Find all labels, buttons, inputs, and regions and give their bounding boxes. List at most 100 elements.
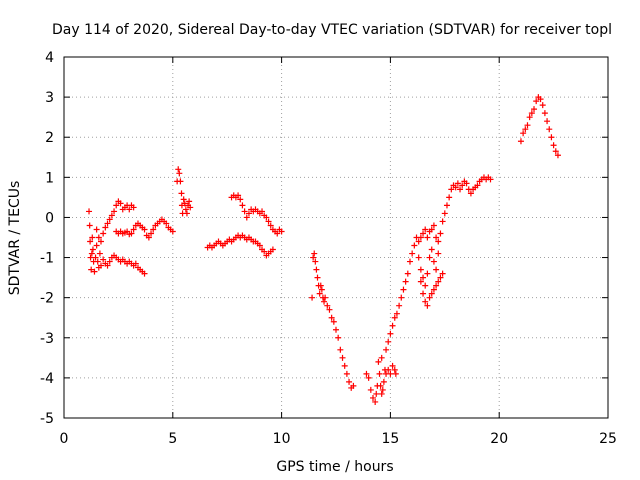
data-point-marker (111, 208, 118, 215)
data-point-marker (487, 176, 494, 183)
x-tick-label: 20 (490, 431, 508, 447)
data-point-marker (552, 148, 559, 155)
data-point-marker (385, 366, 392, 373)
data-point-marker (237, 196, 244, 203)
data-point-marker (417, 234, 424, 241)
data-point-marker (113, 202, 120, 209)
data-point-marker (387, 370, 394, 377)
data-point-marker (318, 286, 325, 293)
data-point-marker (91, 268, 98, 275)
data-point-marker (145, 234, 152, 241)
data-point-marker (108, 212, 115, 219)
y-axis-label: SDTVAR / TECUs (7, 181, 23, 296)
data-point-marker (409, 250, 416, 257)
data-point-marker (261, 248, 268, 255)
data-point-marker (316, 290, 323, 297)
data-point-marker (430, 222, 437, 229)
data-point-marker (396, 302, 403, 309)
data-point-marker (86, 208, 93, 215)
data-point-marker (417, 266, 424, 273)
data-point-marker (369, 394, 376, 401)
data-point-marker (324, 302, 331, 309)
data-point-marker (372, 398, 379, 405)
data-point-marker (437, 274, 444, 281)
data-point-marker (437, 230, 444, 237)
data-point-marker (375, 358, 382, 365)
data-point-marker (259, 208, 266, 215)
data-point-marker (463, 180, 470, 187)
data-point-marker (330, 318, 337, 325)
data-point-marker (430, 258, 437, 265)
data-point-marker (544, 118, 551, 125)
x-tick-label: 10 (273, 431, 291, 447)
data-point-marker (314, 274, 321, 281)
data-point-marker (378, 390, 385, 397)
data-point-marker (333, 326, 339, 333)
data-point-marker (428, 290, 435, 297)
data-point-marker (106, 216, 113, 223)
x-tick-label: 0 (60, 431, 69, 447)
data-point-marker (321, 298, 328, 305)
data-point-marker (89, 234, 96, 241)
data-point-marker (435, 250, 442, 257)
data-point-marker (104, 220, 111, 227)
data-point-marker (176, 170, 183, 177)
data-point-marker (439, 270, 446, 277)
data-point-marker (420, 290, 427, 297)
data-point-marker (400, 286, 407, 293)
data-point-marker (433, 234, 440, 241)
data-point-marker (376, 370, 383, 377)
data-point-marker (443, 202, 450, 209)
data-point-marker (467, 190, 474, 197)
y-tick-label: 1 (45, 170, 54, 186)
data-point-marker (378, 354, 385, 361)
y-tick-label: -3 (40, 331, 54, 347)
data-point-marker (415, 254, 422, 261)
data-point-marker (422, 226, 429, 233)
data-point-marker (415, 238, 422, 245)
data-point-marker (433, 266, 440, 273)
data-point-marker (97, 238, 104, 245)
data-point-marker (533, 98, 540, 105)
data-point-marker (239, 202, 246, 209)
data-point-marker (424, 234, 431, 241)
y-tick-label: -1 (40, 251, 54, 267)
data-point-marker (411, 242, 418, 249)
data-point-marker (380, 378, 387, 385)
data-point-marker (241, 208, 248, 215)
data-point-marker (312, 258, 319, 265)
axis-ticks: 0 5 10 15 20 25 -5 -4 -3 -2 -1 0 1 2 3 4 (40, 50, 617, 447)
grid-lines (64, 57, 608, 418)
data-point-marker (177, 178, 184, 185)
data-point-marker (186, 198, 193, 205)
data-point-marker (426, 254, 433, 261)
data-point-marker (130, 226, 137, 233)
data-point-marker (346, 378, 353, 385)
data-point-marker (310, 254, 317, 261)
data-point-marker (311, 250, 318, 257)
data-point-marker (406, 258, 413, 265)
data-point-marker (317, 282, 324, 289)
data-point-marker (367, 386, 374, 393)
data-point-marker (87, 238, 94, 245)
data-point-marker (88, 266, 95, 273)
data-point-marker (148, 230, 155, 237)
data-point-marker (439, 218, 446, 225)
data-point-marker (441, 210, 448, 217)
data-point-marker (339, 354, 346, 361)
data-point-marker (130, 204, 137, 211)
data-point-marker (243, 214, 250, 221)
data-point-marker (402, 278, 409, 285)
data-point-marker (187, 204, 194, 211)
data-point-marker (278, 228, 285, 235)
data-point-marker (178, 190, 185, 197)
data-point-marker (387, 330, 394, 337)
data-point-marker (428, 246, 435, 253)
data-point-marker (537, 96, 544, 103)
y-tick-label: -4 (40, 371, 54, 387)
data-point-marker (341, 362, 348, 369)
data-point-marker (541, 110, 548, 117)
data-point-marker (459, 182, 466, 189)
data-point-marker (117, 200, 124, 207)
data-point-marker (522, 126, 529, 133)
